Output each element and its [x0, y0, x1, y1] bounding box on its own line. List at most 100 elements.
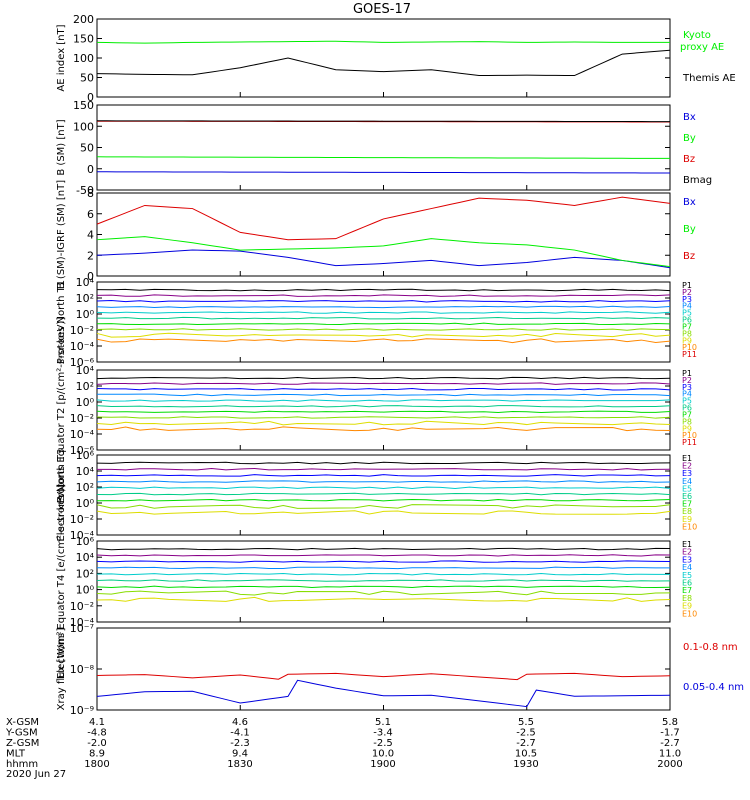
channel-trace-e3	[96, 560, 671, 563]
channel-trace-p5	[96, 311, 671, 314]
xaxis-value: -2.7	[516, 738, 536, 749]
ytick-label: 4	[87, 229, 94, 242]
legend-entry: Kyoto	[683, 30, 711, 41]
panel-frame	[96, 369, 671, 451]
channel-trace-e9	[96, 596, 671, 602]
ytick-label: 10⁰	[76, 584, 95, 597]
channel-label: E5	[682, 571, 692, 580]
ytick-label: 10⁴	[76, 465, 95, 478]
ytick-label: 2	[87, 249, 94, 262]
xaxis-value: -3.4	[373, 728, 393, 739]
date-label: 2020 Jun 27	[6, 769, 66, 780]
channel-trace-e8	[96, 504, 671, 509]
ytick-label: 10⁶	[76, 535, 95, 548]
channel-trace-p9	[96, 420, 671, 426]
xaxis-value: -2.0	[87, 738, 107, 749]
ytick-label: 10⁰	[76, 497, 95, 510]
channel-label: P1	[682, 369, 692, 378]
ytick-label: 10⁻⁴	[70, 340, 95, 353]
series-themis-ae	[96, 49, 671, 77]
channel-label: P3	[682, 295, 692, 304]
channel-trace-e5	[96, 486, 671, 490]
series-bz	[96, 196, 671, 241]
xaxis-value: -2.5	[516, 728, 536, 739]
channel-label: P1	[682, 281, 692, 290]
channel-trace-p9	[96, 332, 671, 338]
xaxis-value: 10.0	[372, 749, 394, 760]
ylabel: B (SM) [nT]	[56, 119, 67, 175]
legend-entry: By	[683, 133, 696, 144]
legend-entry: Bmag	[683, 175, 712, 186]
channel-label: P7	[682, 410, 692, 419]
series-0-05-0-4-nm	[96, 679, 671, 708]
xaxis-value: -1.7	[660, 728, 680, 739]
ytick-label: 10²	[76, 292, 94, 305]
ytick-label: 10⁴	[76, 364, 95, 377]
series-0-1-0-8-nm	[96, 672, 671, 681]
ytick-label: 10²	[76, 481, 94, 494]
ytick-label: 10⁻⁶	[70, 444, 95, 457]
channel-label: E3	[682, 469, 692, 478]
xaxis-value: -2.5	[373, 738, 393, 749]
ytick-label: 10⁻⁴	[70, 529, 95, 542]
ytick-label: 10⁻²	[70, 324, 94, 337]
xaxis-value: -2.3	[230, 738, 250, 749]
ytick-label: 10⁻⁴	[70, 616, 95, 629]
ytick-label: 10⁴	[76, 551, 95, 564]
ylabel: AE index [nT]	[56, 24, 67, 91]
panel-bsm: -50 0 50 100 150 B (SM) [nT] Bx By Bz Bmag	[56, 99, 712, 197]
channel-trace-p5	[96, 399, 671, 402]
xaxis-row-label: MLT	[6, 749, 26, 760]
xaxis-value: -4.1	[230, 728, 250, 739]
channel-label: P2	[682, 288, 692, 297]
channel-trace-p2	[96, 294, 671, 297]
panel-frame	[96, 18, 671, 98]
channel-label: E6	[682, 492, 692, 501]
channel-trace-p6	[96, 405, 671, 408]
channel-trace-e3	[96, 474, 671, 477]
xaxis-row-label: Z-GSM	[6, 738, 39, 749]
channel-trace-e4	[96, 566, 671, 570]
xaxis-value: 11.0	[659, 749, 681, 760]
xaxis-value: 5.5	[518, 717, 534, 728]
channel-label: P11	[682, 350, 697, 359]
ytick-label: 10⁻⁷	[70, 622, 94, 635]
series-by	[96, 236, 671, 268]
ytick-label: 100	[73, 120, 94, 133]
ytick-label: 10⁻²	[70, 412, 94, 425]
channel-label: P3	[682, 383, 692, 392]
ytick-label: 10⁰	[76, 396, 95, 409]
xaxis-row-label: hhmm	[6, 759, 38, 770]
series-bx	[96, 171, 671, 174]
channel-label: E5	[682, 484, 692, 493]
channel-label: E3	[682, 555, 692, 564]
channel-label: P4	[682, 302, 692, 311]
channel-trace-e2	[96, 467, 671, 471]
channel-trace-e6	[96, 579, 671, 582]
channel-trace-p1	[96, 288, 671, 292]
channel-label: P5	[682, 309, 692, 318]
channel-trace-p7	[96, 410, 671, 414]
xaxis-value: 4.1	[89, 717, 105, 728]
channel-trace-e9	[96, 510, 671, 515]
xaxis-value: 8.9	[89, 749, 105, 760]
series-kyoto-proxy-ae	[96, 40, 670, 44]
ytick-label: 10⁻⁸	[70, 663, 95, 676]
channel-label: P6	[682, 316, 692, 325]
channel-trace-p2	[96, 382, 671, 385]
ytick-label: 10⁰	[76, 308, 95, 321]
panel-frame	[96, 281, 671, 363]
ytick-label: 10⁻⁶	[70, 356, 95, 369]
channel-label: E2	[682, 548, 692, 557]
channel-label: P4	[682, 390, 692, 399]
ytick-label: 10⁻⁹	[70, 704, 94, 717]
ytick-label: 8	[87, 187, 94, 200]
legend-entry: Bx	[683, 197, 696, 208]
ytick-label: 50	[80, 142, 94, 155]
channel-trace-p3	[96, 300, 671, 303]
xaxis-value: 5.8	[662, 717, 678, 728]
channel-label: P11	[682, 438, 697, 447]
